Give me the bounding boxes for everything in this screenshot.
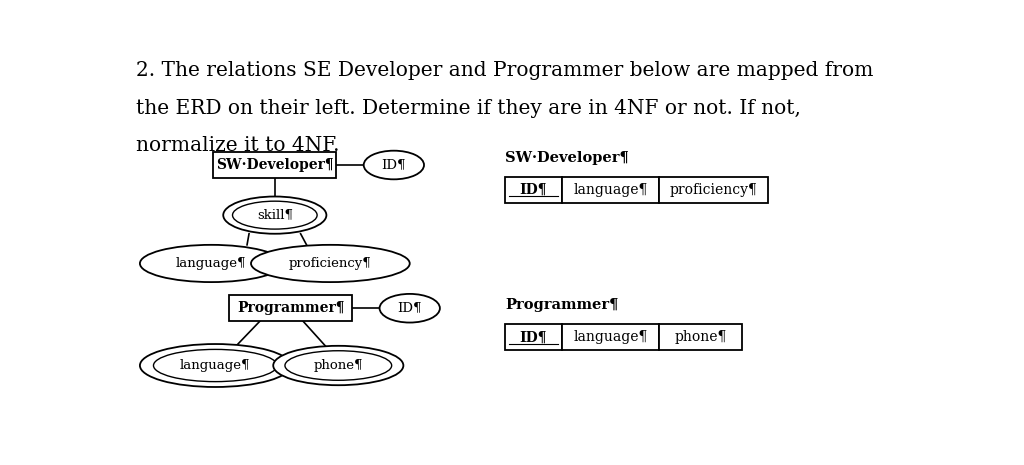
Ellipse shape [140,344,291,387]
Text: SW·Developer¶: SW·Developer¶ [216,158,334,172]
Ellipse shape [380,294,440,323]
Text: language¶: language¶ [176,257,247,270]
Text: SW·Developer¶: SW·Developer¶ [505,151,629,165]
Ellipse shape [251,245,410,282]
Text: ID¶: ID¶ [520,330,547,344]
FancyBboxPatch shape [505,177,562,203]
Text: Programmer¶: Programmer¶ [505,298,618,312]
Text: phone¶: phone¶ [313,359,364,372]
Text: language¶: language¶ [180,359,251,372]
FancyBboxPatch shape [562,325,658,350]
Ellipse shape [232,201,317,229]
Text: proficiency¶: proficiency¶ [289,257,372,270]
Text: phone¶: phone¶ [675,330,727,344]
Text: 2. The relations SE Developer and Programmer below are mapped from: 2. The relations SE Developer and Progra… [136,61,873,80]
Text: ID¶: ID¶ [520,183,547,197]
Ellipse shape [154,349,278,382]
FancyBboxPatch shape [505,325,562,350]
Text: the ERD on their left. Determine if they are in 4NF or not. If not,: the ERD on their left. Determine if they… [136,99,801,118]
Text: proficiency¶: proficiency¶ [670,183,758,197]
Ellipse shape [364,151,424,179]
Text: language¶: language¶ [573,183,648,197]
Text: skill¶: skill¶ [257,209,293,222]
Text: normalize it to 4NF.: normalize it to 4NF. [136,136,339,155]
Ellipse shape [140,245,283,282]
FancyBboxPatch shape [213,152,336,178]
FancyBboxPatch shape [658,177,768,203]
Text: language¶: language¶ [573,330,648,344]
FancyBboxPatch shape [229,295,352,321]
Text: ID¶: ID¶ [397,302,422,315]
Text: ID¶: ID¶ [382,159,407,172]
Text: Programmer¶: Programmer¶ [237,301,344,315]
Ellipse shape [273,346,403,385]
Ellipse shape [285,351,391,380]
FancyBboxPatch shape [562,177,658,203]
Ellipse shape [223,197,327,234]
FancyBboxPatch shape [658,325,742,350]
